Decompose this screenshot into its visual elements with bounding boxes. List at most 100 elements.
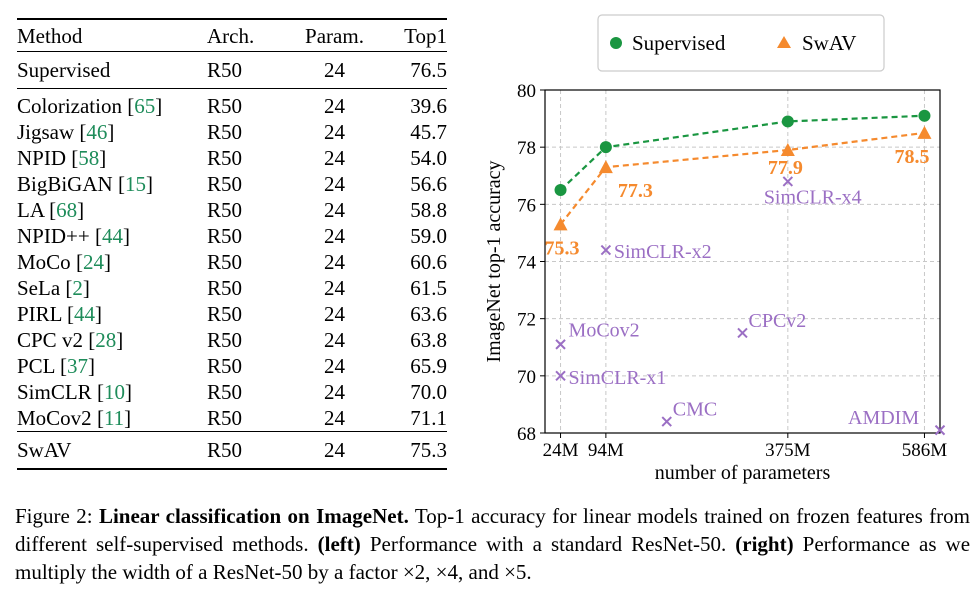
citation-link[interactable]: 44 — [73, 302, 95, 326]
x-axis-label: number of parameters — [655, 462, 831, 484]
cell-method: PCL [37] — [17, 354, 95, 378]
cell-method: SeLa [2] — [17, 276, 90, 300]
citation-link[interactable]: 68 — [56, 198, 78, 222]
citation-link[interactable]: 11 — [103, 406, 125, 430]
cell-top1: 59.0 — [410, 224, 447, 248]
data-point — [598, 160, 613, 174]
citation-link[interactable]: 65 — [134, 94, 156, 118]
cell-param: 24 — [324, 302, 345, 326]
scatter-point — [600, 244, 612, 256]
y-tick-label: 76 — [517, 195, 536, 216]
cell-param: 24 — [324, 120, 345, 144]
table-header-row: Method Arch. Param. Top1 — [17, 19, 447, 52]
series-line-swav — [559, 131, 925, 226]
scatter-label: SimCLR-x1 — [569, 367, 667, 389]
cell-arch: R50 — [207, 51, 287, 89]
header-param: Param. — [305, 23, 364, 48]
method-name: NPID — [17, 146, 67, 170]
method-name: MoCov2 — [17, 406, 92, 430]
cell-param: 24 — [324, 354, 345, 378]
cell-param: 24 — [324, 172, 345, 196]
method-name: MoCo — [17, 250, 71, 274]
citation-link[interactable]: 15 — [124, 172, 146, 196]
cell-arch: R50 — [207, 438, 243, 462]
cell-top1: 58.8 — [410, 198, 447, 222]
cell-param: 24 — [324, 94, 345, 118]
cell-top1: 70.0 — [410, 380, 447, 404]
method-name: SimCLR — [17, 380, 92, 404]
y-tick-label: 74 — [517, 253, 537, 274]
legend-marker-swav — [777, 36, 791, 48]
caption-left-label: (left) — [317, 532, 361, 556]
x-tick-label: 586M — [902, 440, 948, 461]
y-tick-label: 70 — [517, 367, 536, 388]
table-row: MoCov2 [11] R50 24 71.1 — [17, 405, 447, 432]
cell-method: CPC v2 [28] — [17, 328, 124, 352]
caption-text2: Performance with a standard ResNet-50. — [369, 532, 727, 556]
header-arch: Arch. — [207, 23, 255, 48]
table-row: MoCo [24] R50 24 60.6 — [17, 249, 447, 275]
cell-method: PIRL [44] — [17, 302, 102, 326]
cell-method: Colorization [65] — [17, 94, 163, 118]
citation-link[interactable]: 58 — [78, 146, 100, 170]
accuracy-chart: 68 70 72 74 76 78 80 24M 94M 375M 586M number of pa… — [483, 14, 948, 484]
cell-param: 24 — [287, 51, 382, 89]
caption-text3: Performance as we multiply the width of … — [15, 532, 971, 584]
y-tick-label: 80 — [517, 81, 536, 102]
citation-link[interactable]: 2 — [72, 276, 83, 300]
cell-top1: 56.6 — [410, 172, 447, 196]
table-row: NPID [58] R50 24 54.0 — [17, 145, 447, 171]
cell-method: BigBiGAN [15] — [17, 172, 153, 196]
cell-param: 24 — [324, 224, 345, 248]
x-tick-label: 24M — [543, 440, 579, 461]
method-name: CPC v2 — [17, 328, 83, 352]
table-row: Jigsaw [46] R50 24 45.7 — [17, 119, 447, 145]
citation-link[interactable]: 37 — [66, 354, 88, 378]
citation-link[interactable]: 44 — [101, 224, 123, 248]
scatter-label: MoCov2 — [569, 319, 640, 341]
table-row: NPID++ [44] R50 24 59.0 — [17, 223, 447, 249]
citation-link[interactable]: 46 — [86, 120, 108, 144]
caption-text1: Top-1 accuracy for linear models trained… — [15, 504, 970, 556]
cell-arch: R50 — [207, 276, 243, 300]
x-tick-label: 94M — [588, 440, 624, 461]
method-name: PCL — [17, 354, 55, 378]
cell-arch: R50 — [207, 120, 243, 144]
table-row: LA [68] R50 24 58.8 — [17, 197, 447, 223]
legend-label-supervised: Supervised — [632, 31, 726, 55]
cell-param: 24 — [324, 250, 345, 274]
cell-param: 24 — [324, 276, 345, 300]
cell-method: NPID++ [44] — [17, 224, 130, 248]
x-tick-label: 375M — [765, 440, 811, 461]
citation-link[interactable]: 28 — [95, 328, 117, 352]
citation-link[interactable]: 24 — [82, 250, 104, 274]
cell-arch: R50 — [207, 380, 243, 404]
cell-top1: 63.8 — [410, 328, 447, 352]
cell-param: 24 — [324, 198, 345, 222]
data-label: 78.5 — [894, 146, 929, 168]
caption-fig-num: Figure 2: — [15, 504, 93, 528]
table-row: PIRL [44] R50 24 63.6 — [17, 301, 447, 327]
method-name: LA — [17, 198, 44, 222]
cell-top1: 71.1 — [410, 406, 447, 430]
method-name: Colorization — [17, 94, 122, 118]
header-method: Method — [17, 23, 83, 48]
citation-link[interactable]: 10 — [103, 380, 125, 404]
scatter-point — [782, 176, 794, 187]
scatter-point — [555, 370, 566, 382]
cell-top1: 39.6 — [410, 94, 447, 118]
data-label: 77.9 — [768, 157, 803, 179]
cell-top1: 60.6 — [410, 250, 447, 274]
table-row: SeLa [2] R50 24 61.5 — [17, 275, 447, 301]
cell-method: SwAV — [17, 438, 72, 462]
cell-top1: 75.3 — [410, 438, 447, 462]
cell-method: MoCov2 [11] — [17, 406, 132, 430]
cell-param: 24 — [324, 406, 345, 430]
cell-arch: R50 — [207, 406, 243, 430]
data-point — [781, 115, 794, 128]
y-tick-label: 68 — [517, 424, 536, 445]
cell-method: LA [68] — [17, 198, 85, 222]
cell-param: 24 — [324, 146, 345, 170]
method-name: SeLa — [17, 276, 61, 300]
data-label: 77.3 — [618, 180, 653, 202]
